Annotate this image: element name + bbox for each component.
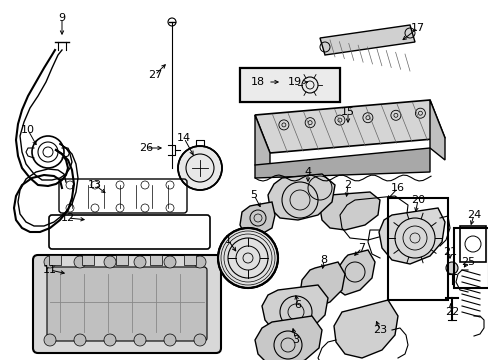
- Text: 1: 1: [224, 235, 231, 245]
- Bar: [150, 255, 162, 265]
- Text: 24: 24: [466, 210, 480, 220]
- Text: 11: 11: [43, 265, 57, 275]
- Polygon shape: [267, 174, 334, 220]
- Bar: [49, 255, 61, 265]
- Text: 7: 7: [358, 243, 365, 253]
- Circle shape: [104, 256, 116, 268]
- Polygon shape: [254, 316, 321, 360]
- Circle shape: [104, 334, 116, 346]
- Bar: [240, 68, 339, 102]
- Polygon shape: [240, 202, 274, 236]
- Text: 4: 4: [304, 167, 311, 177]
- Text: 25: 25: [460, 257, 474, 267]
- Circle shape: [74, 256, 86, 268]
- Text: 8: 8: [320, 255, 327, 265]
- Circle shape: [134, 256, 146, 268]
- Polygon shape: [254, 115, 269, 175]
- Text: 16: 16: [390, 183, 404, 193]
- Text: 27: 27: [147, 70, 162, 80]
- Polygon shape: [262, 285, 327, 335]
- Text: 22: 22: [444, 307, 458, 317]
- Text: 2: 2: [344, 180, 351, 190]
- Polygon shape: [254, 100, 444, 153]
- Circle shape: [194, 256, 205, 268]
- Polygon shape: [299, 262, 345, 308]
- Polygon shape: [334, 250, 374, 295]
- Circle shape: [178, 146, 222, 190]
- Text: 17: 17: [410, 23, 424, 33]
- Polygon shape: [333, 300, 397, 358]
- Bar: [82, 255, 94, 265]
- Text: 3: 3: [292, 335, 299, 345]
- Circle shape: [163, 334, 176, 346]
- Bar: [240, 68, 339, 102]
- Text: 14: 14: [177, 133, 191, 143]
- Text: 5: 5: [250, 190, 257, 200]
- Text: 15: 15: [340, 107, 354, 117]
- Bar: [387, 198, 447, 300]
- Text: 23: 23: [372, 325, 386, 335]
- Circle shape: [218, 228, 278, 288]
- FancyBboxPatch shape: [47, 267, 206, 341]
- FancyBboxPatch shape: [33, 255, 221, 353]
- Polygon shape: [378, 208, 444, 264]
- Circle shape: [163, 256, 176, 268]
- Text: 6: 6: [294, 300, 301, 310]
- Circle shape: [44, 334, 56, 346]
- Polygon shape: [319, 192, 379, 230]
- Polygon shape: [429, 100, 444, 160]
- Polygon shape: [319, 25, 414, 55]
- Text: 13: 13: [88, 180, 102, 190]
- Circle shape: [44, 256, 56, 268]
- Bar: [183, 255, 196, 265]
- Text: 12: 12: [61, 213, 75, 223]
- Text: 9: 9: [59, 13, 65, 23]
- Text: 21: 21: [442, 247, 456, 257]
- Text: 10: 10: [21, 125, 35, 135]
- Text: 26: 26: [139, 143, 153, 153]
- Text: 20: 20: [410, 195, 424, 205]
- Bar: [240, 68, 339, 102]
- Circle shape: [445, 262, 457, 274]
- Bar: [116, 255, 128, 265]
- Circle shape: [134, 334, 146, 346]
- Text: 18: 18: [250, 77, 264, 87]
- Circle shape: [74, 334, 86, 346]
- Bar: [240, 68, 339, 102]
- Bar: [453, 228, 488, 288]
- Circle shape: [194, 334, 205, 346]
- Text: 19: 19: [287, 77, 302, 87]
- Polygon shape: [254, 148, 429, 178]
- Bar: [459, 226, 485, 262]
